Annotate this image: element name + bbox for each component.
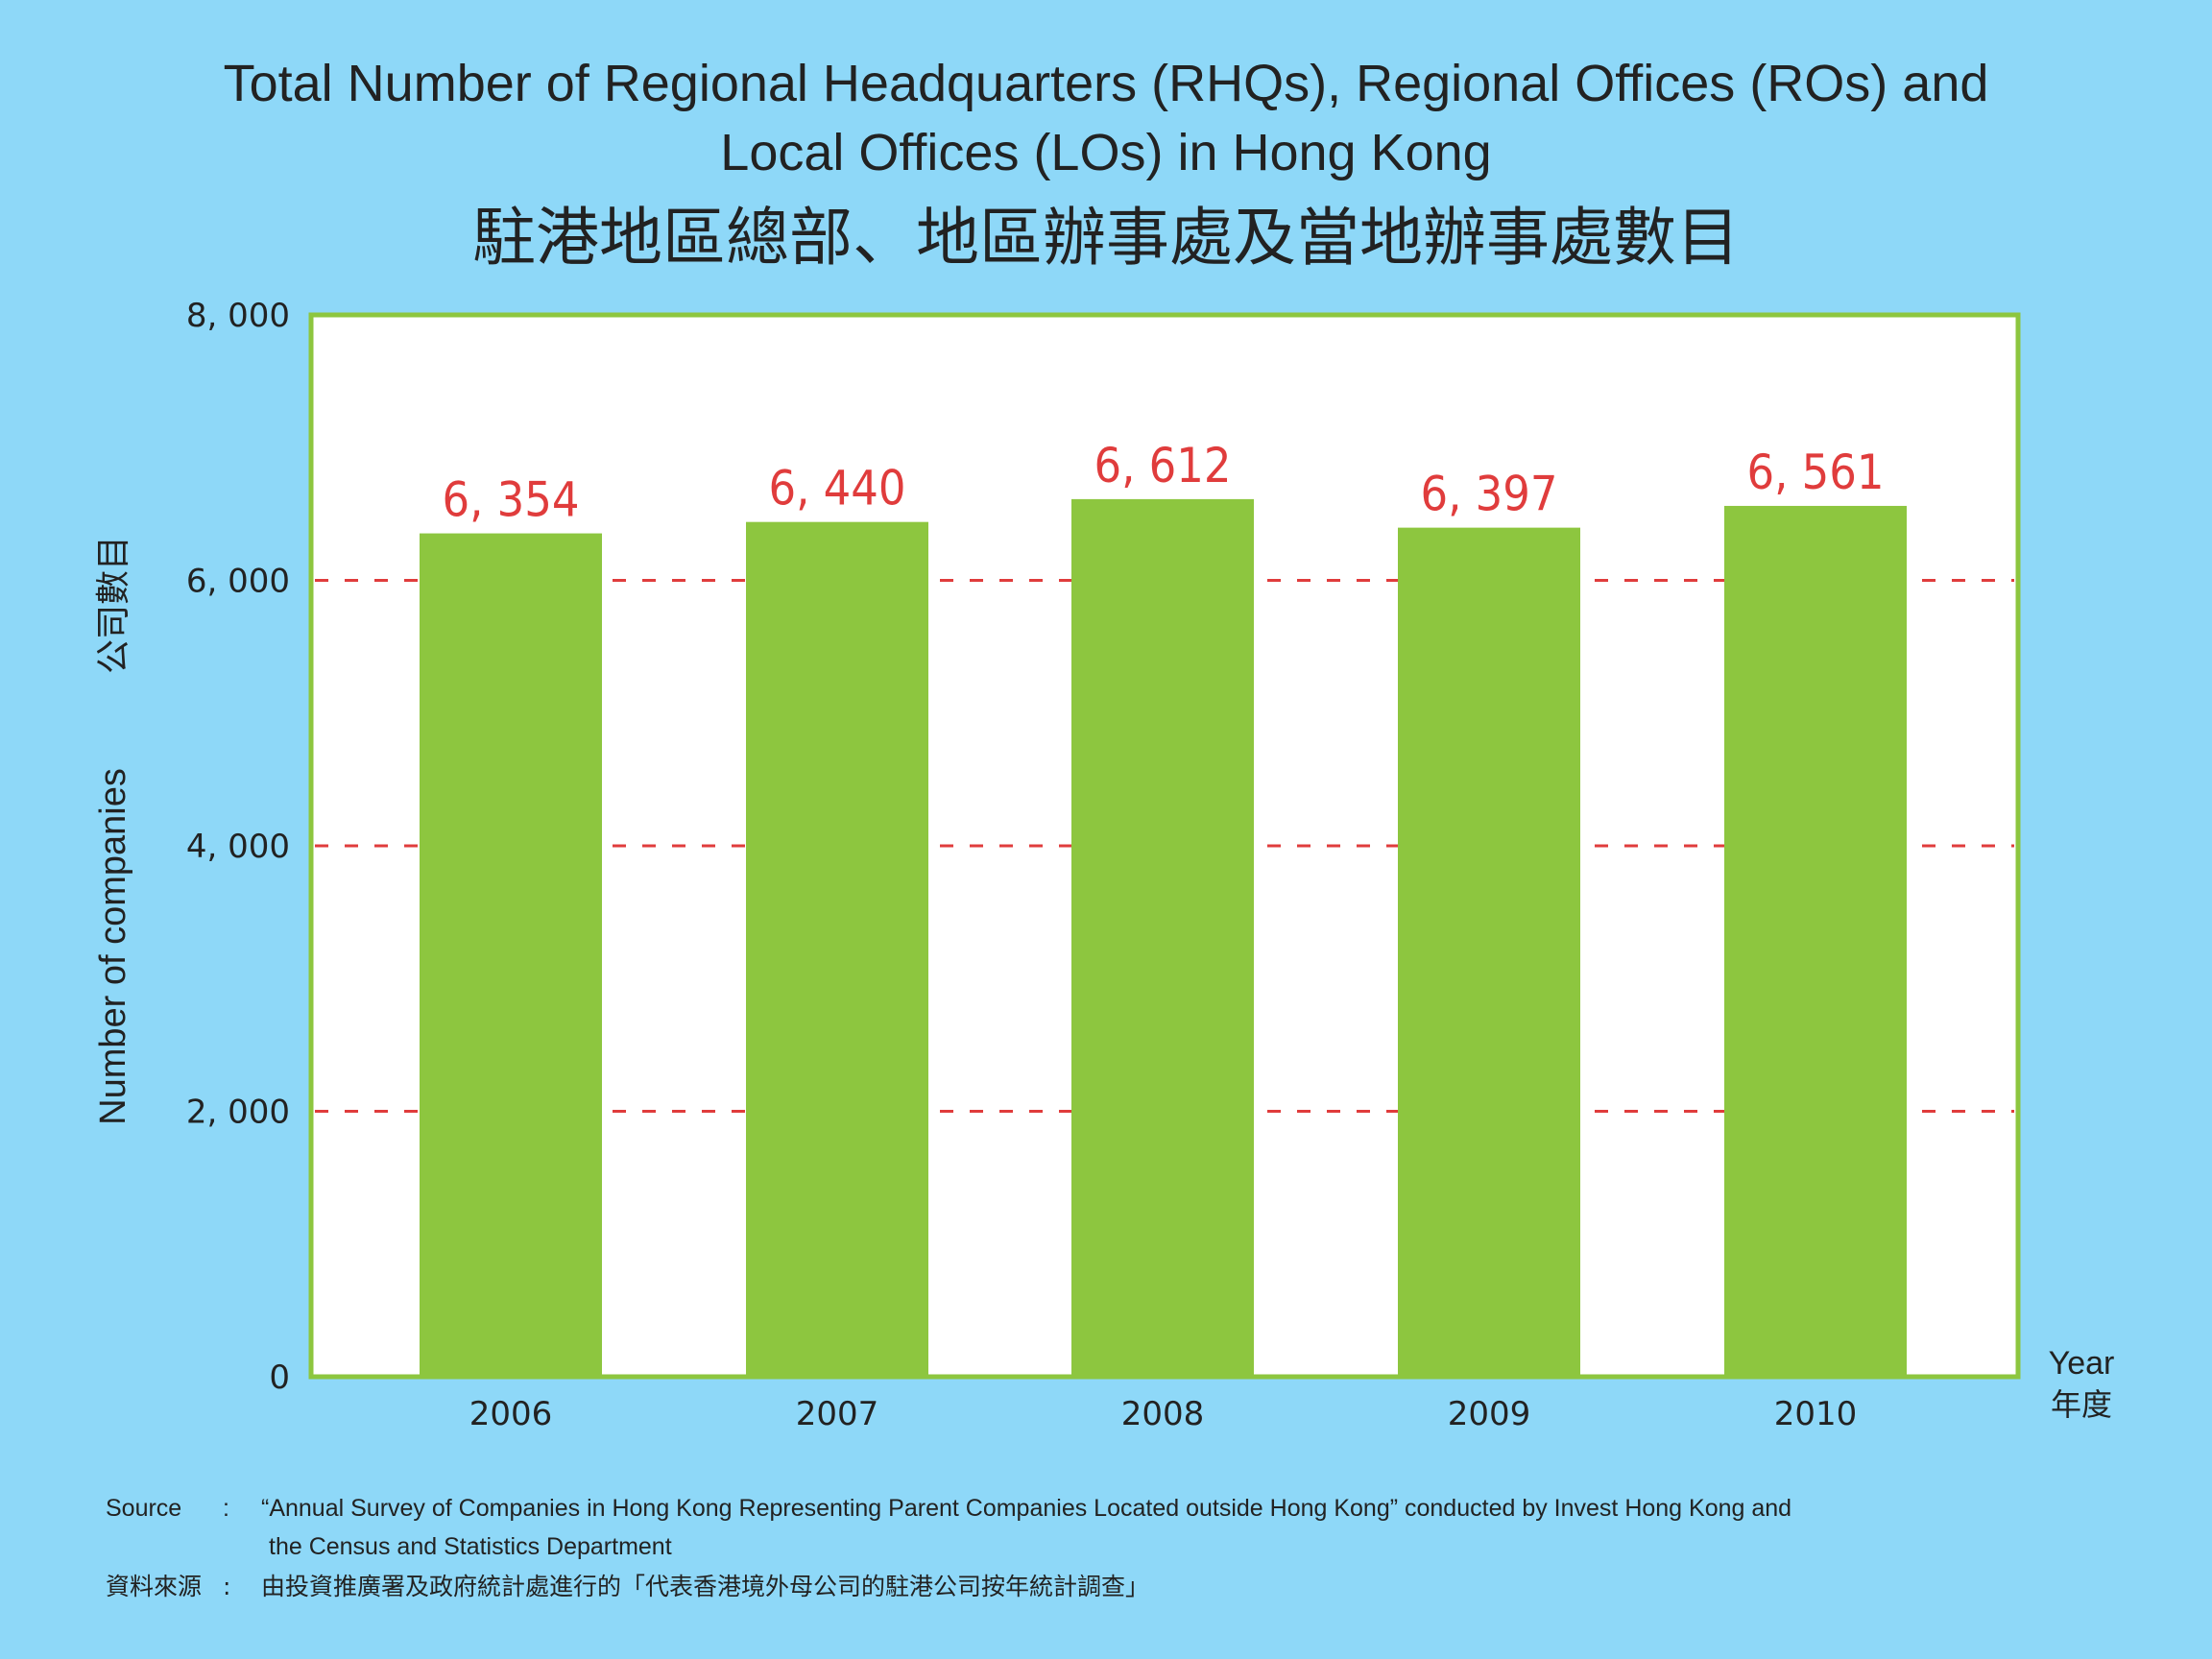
value-label-2008: 6, 612 [1094, 438, 1231, 493]
y-tick-label-4000: 4, 000 [186, 828, 290, 866]
bar-2010 [1724, 505, 1907, 1375]
y-tick-label-2000: 2, 000 [186, 1094, 290, 1132]
x-tick-label-2010: 2010 [1774, 1395, 1858, 1433]
y-tick-label-6000: 6, 000 [186, 563, 290, 601]
x-tick-label-2007: 2007 [796, 1395, 879, 1433]
chart-title-line-1: Total Number of Regional Headquarters (R… [223, 55, 1989, 112]
x-axis-label-chinese: 年度 [2051, 1386, 2112, 1423]
value-label-2010: 6, 561 [1746, 445, 1884, 500]
bar-2006 [420, 533, 602, 1375]
value-label-2007: 6, 440 [768, 461, 905, 517]
source-separator: : [223, 1495, 229, 1522]
y-tick-label-8000: 8, 000 [186, 297, 290, 335]
chart-title-line-2: Local Offices (LOs) in Hong Kong [720, 124, 1492, 181]
value-label-2006: 6, 354 [442, 472, 579, 528]
source-label-chinese: 資料來源 [106, 1573, 203, 1600]
bar-2009 [1398, 527, 1580, 1375]
value-label-2009: 6, 397 [1420, 467, 1557, 522]
x-axis-ticks: 2006 2007 2008 2009 2010 [469, 1395, 1858, 1433]
y-axis-label-chinese: 公司數目 [94, 536, 133, 674]
y-tick-label-0: 0 [269, 1358, 290, 1397]
source-text-chinese: 由投資推廣署及政府統計處進行的「代表香港境外母公司的駐港公司按年統計調查」 [261, 1573, 1150, 1600]
value-labels: 6, 354 6, 440 6, 612 6, 397 6, 561 [442, 438, 1884, 528]
bars [420, 498, 1907, 1375]
bar-2007 [746, 521, 928, 1375]
source-separator-chinese: : [223, 1573, 231, 1600]
x-axis-label-english: Year [2049, 1345, 2115, 1382]
source-text-line-2: the Census and Statistics Department [269, 1533, 672, 1560]
x-tick-label-2009: 2009 [1448, 1395, 1531, 1433]
x-tick-label-2006: 2006 [469, 1395, 553, 1433]
source-label: Source [106, 1495, 182, 1522]
source-text-line-1: “Annual Survey of Companies in Hong Kong… [261, 1495, 1792, 1522]
chart-title-chinese: 駐港地區總部、地區辦事處及當地辦事處數目 [472, 201, 1740, 275]
y-axis-ticks: 0 2, 000 4, 000 6, 000 8, 000 [186, 297, 290, 1397]
bar-2008 [1071, 498, 1254, 1375]
y-axis-label-english: Number of companies [93, 768, 133, 1125]
x-tick-label-2008: 2008 [1121, 1395, 1205, 1433]
